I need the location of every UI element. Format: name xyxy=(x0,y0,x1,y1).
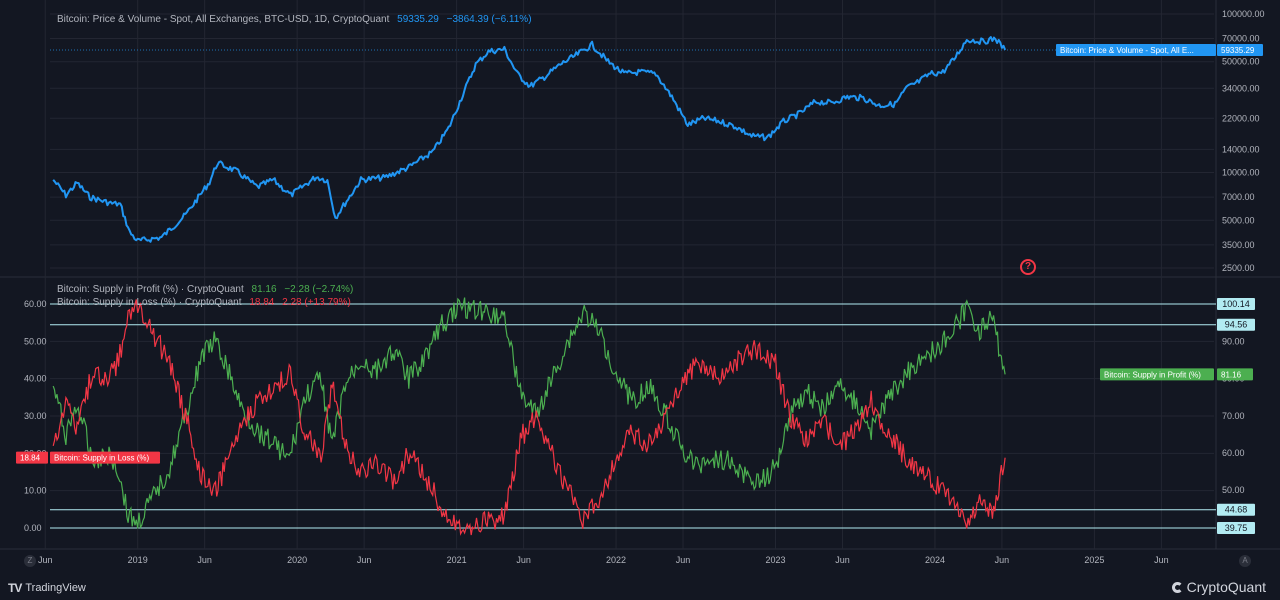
price-legend-change: −3864.39 (−6.11%) xyxy=(446,14,532,25)
profit-series-label-box xyxy=(1100,368,1214,381)
hline-label-box xyxy=(1217,522,1255,534)
supply-in-profit-line xyxy=(52,297,1006,530)
loss-series-label: Bitcoin: Supply in Loss (%) xyxy=(54,454,149,463)
right-axis-tick: 70.00 xyxy=(1222,411,1245,421)
price-axis-tick: 3500.00 xyxy=(1222,240,1255,250)
warning-icon[interactable]: ? xyxy=(1020,259,1036,275)
profit-series-value-box xyxy=(1217,368,1253,381)
supply-in-loss-line xyxy=(52,299,1006,536)
x-axis-label: 2021 xyxy=(447,555,467,565)
x-axis-label: Jun xyxy=(676,555,691,565)
loss-legend-title: Bitcoin: Supply in Loss (%) · CryptoQuan… xyxy=(57,297,242,308)
loss-series-label-box xyxy=(50,451,160,464)
x-axis-label: 2025 xyxy=(1084,555,1104,565)
price-axis-tick: 22000.00 xyxy=(1222,113,1260,123)
price-series-value: 59335.29 xyxy=(1221,46,1255,55)
loss-series-value: 18.84 xyxy=(20,454,41,463)
x-axis-label: Jun xyxy=(995,555,1010,565)
price-axis-tick: 2500.00 xyxy=(1222,263,1255,273)
chart-svg: Jun 2019 Jun 2020 Jun 2021 Jun 2022 Jun 2023 Jun 20… xyxy=(0,0,1280,576)
hline-label: 44.68 xyxy=(1225,505,1248,515)
x-axis-label: Jun xyxy=(38,555,53,565)
price-axis-tick: 50000.00 xyxy=(1222,57,1260,67)
price-axis-tick: 14000.00 xyxy=(1222,144,1260,154)
profit-legend-change: −2.28 (−2.74%) xyxy=(284,284,354,295)
left-axis-tick: 60.00 xyxy=(24,299,47,309)
hline-label-box xyxy=(1217,318,1255,331)
hline-label-box xyxy=(1217,298,1255,310)
price-axis-tick: 5000.00 xyxy=(1222,215,1255,225)
profit-legend-title: Bitcoin: Supply in Profit (%) · CryptoQu… xyxy=(57,284,244,295)
x-axis-label: 2020 xyxy=(287,555,307,565)
price-legend: Bitcoin: Price & Volume - Spot, All Exch… xyxy=(57,14,537,26)
tradingview-mark-icon: TV xyxy=(8,581,22,595)
left-axis-tick: 50.00 xyxy=(24,336,47,346)
hline-label: 100.14 xyxy=(1222,299,1250,309)
cryptoquant-mark-icon xyxy=(1171,581,1183,593)
price-axis-tick: 70000.00 xyxy=(1222,34,1260,44)
left-axis-tick: 0.00 xyxy=(24,523,42,533)
profit-series-value: 81.16 xyxy=(1221,370,1242,379)
x-axis-label: 2023 xyxy=(765,555,785,565)
price-line xyxy=(52,36,1007,243)
x-axis-label: Jun xyxy=(516,555,531,565)
cryptoquant-logo-text: CryptoQuant xyxy=(1186,579,1266,595)
loss-legend-change: 2.28 (+13.79%) xyxy=(282,297,351,308)
chart-area[interactable]: Jun 2019 Jun 2020 Jun 2021 Jun 2022 Jun 2023 Jun 20… xyxy=(0,0,1280,576)
right-axis-tick: 60.00 xyxy=(1222,448,1245,458)
left-axis-tick: 40.00 xyxy=(24,374,47,384)
tradingview-logo-text: TradingView xyxy=(25,582,86,594)
price-series-label: Bitcoin: Price & Volume - Spot, All E... xyxy=(1060,46,1194,55)
price-axis-tick: 7000.00 xyxy=(1222,192,1255,202)
profit-series-label: Bitcoin: Supply in Profit (%) xyxy=(1104,370,1201,379)
chart-background xyxy=(0,0,1280,576)
hline-label: 39.75 xyxy=(1225,523,1248,533)
x-axis-label: 2024 xyxy=(925,555,945,565)
x-axis-label: Jun xyxy=(835,555,850,565)
price-series-value-box xyxy=(1217,43,1263,56)
hline-label-box xyxy=(1217,503,1255,516)
x-axis-label: Jun xyxy=(1154,555,1169,565)
cryptoquant-logo[interactable]: CryptoQuant xyxy=(1171,579,1266,595)
zoom-button[interactable]: Z xyxy=(24,555,36,567)
right-axis-tick: 90.00 xyxy=(1222,337,1245,347)
profit-legend-value: 81.16 xyxy=(251,284,277,295)
price-axis-tick: 34000.00 xyxy=(1222,83,1260,93)
tradingview-logo[interactable]: TV TradingView xyxy=(8,581,86,595)
loss-series-value-box xyxy=(16,451,48,464)
auto-scale-button[interactable]: A xyxy=(1239,555,1251,567)
x-axis-label: 2019 xyxy=(128,555,148,565)
price-legend-title: Bitcoin: Price & Volume - Spot, All Exch… xyxy=(57,14,390,25)
x-axis-label: Jun xyxy=(357,555,372,565)
left-axis-tick: 10.00 xyxy=(24,486,47,496)
x-axis-label: Jun xyxy=(197,555,212,565)
hline-label: 94.56 xyxy=(1225,320,1248,330)
loss-legend: Bitcoin: Supply in Loss (%) · CryptoQuan… xyxy=(57,297,356,309)
price-legend-value: 59335.29 xyxy=(397,14,439,25)
price-series-label-box xyxy=(1056,43,1216,56)
right-axis-tick: 50.00 xyxy=(1222,485,1245,495)
price-axis-tick: 100000.00 xyxy=(1222,9,1265,19)
loss-legend-value: 18.84 xyxy=(249,297,275,308)
left-axis-tick: 30.00 xyxy=(24,411,47,421)
profit-legend: Bitcoin: Supply in Profit (%) · CryptoQu… xyxy=(57,284,358,296)
price-axis-tick: 10000.00 xyxy=(1222,168,1260,178)
x-axis-label: 2022 xyxy=(606,555,626,565)
footer: TV TradingView CryptoQuant xyxy=(0,576,1280,600)
